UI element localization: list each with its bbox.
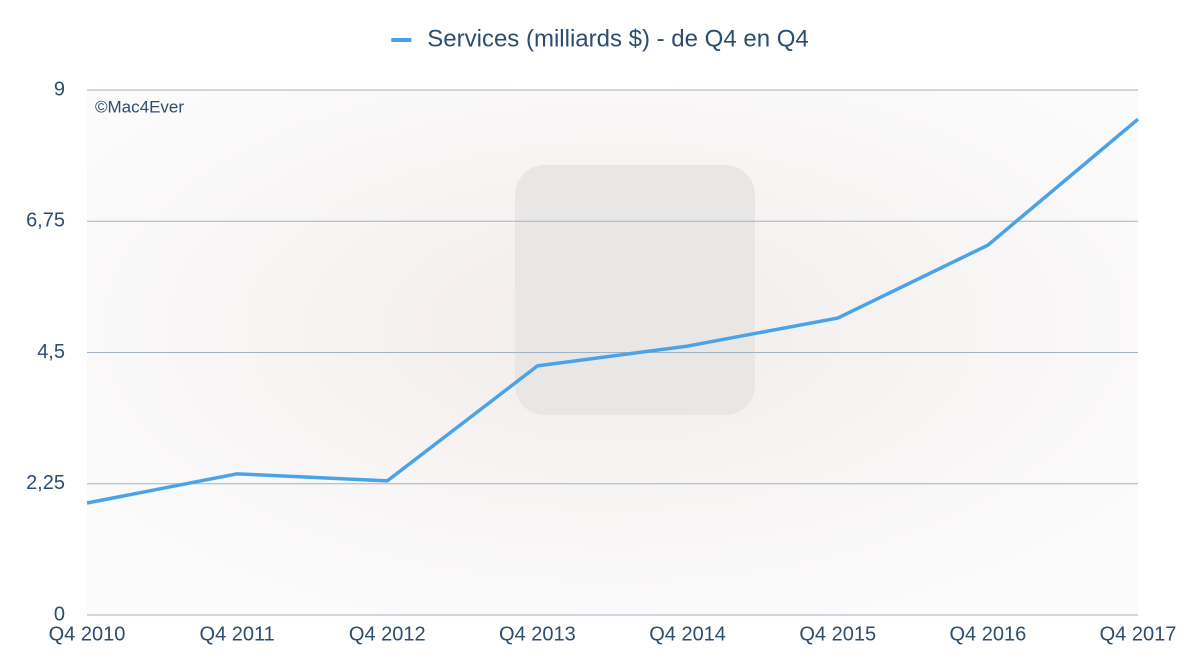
data-line: [86, 117, 1140, 505]
x-tick-label: Q4 2017: [1100, 623, 1177, 645]
y-tick-label: 6,75: [26, 210, 65, 232]
x-tick-label: Q4 2010: [49, 623, 126, 645]
background-decoration: [515, 165, 755, 415]
legend-label: Services (milliards $) - de Q4 en Q4: [427, 25, 808, 52]
x-tick-label: Q4 2012: [349, 623, 426, 645]
x-tick-label: Q4 2015: [799, 623, 876, 645]
y-tick-label: 0: [54, 603, 65, 625]
y-tick-label: 2,25: [26, 472, 65, 494]
watermark: ©Mac4Ever: [95, 97, 184, 116]
x-tick-label: Q4 2013: [499, 623, 576, 645]
x-tick-label: Q4 2016: [949, 623, 1026, 645]
x-tick-label: Q4 2014: [649, 623, 726, 645]
x-tick-label: Q4 2011: [200, 623, 275, 645]
y-tick-label: 4,5: [37, 341, 65, 363]
legend: Services (milliards $) - de Q4 en Q4: [391, 25, 809, 52]
y-tick-label: 9: [54, 78, 65, 100]
